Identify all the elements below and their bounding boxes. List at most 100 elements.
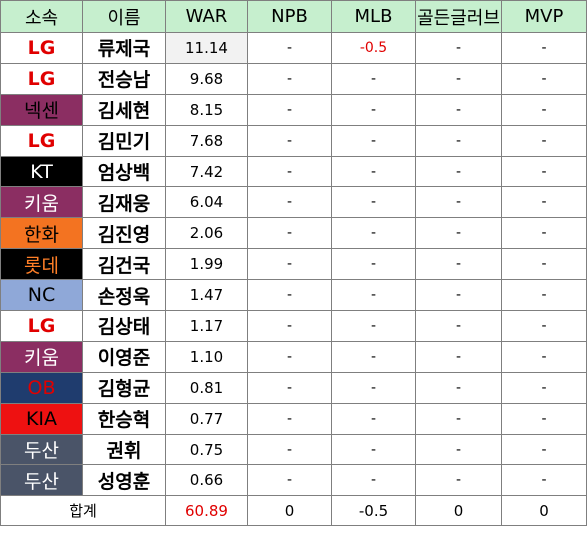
- mvp-cell: -: [501, 32, 587, 64]
- mlb-cell: -: [331, 340, 416, 373]
- npb-cell: -: [247, 279, 332, 312]
- mvp-cell: -: [501, 93, 587, 126]
- mvp-cell: -: [501, 402, 587, 435]
- golden-glove-cell: -: [415, 371, 502, 404]
- team-cell: KIA: [0, 402, 83, 435]
- name-cell: 성영훈: [82, 464, 166, 497]
- mvp-cell: -: [501, 371, 587, 404]
- mlb-cell: -: [331, 62, 416, 95]
- mlb-cell: -: [331, 93, 416, 126]
- npb-cell: -: [247, 464, 332, 497]
- header-name: 이름: [82, 0, 166, 33]
- npb-cell: -: [247, 155, 332, 188]
- war-cell: 1.10: [165, 340, 248, 373]
- golden-glove-cell: -: [415, 402, 502, 435]
- golden-glove-cell: -: [415, 310, 502, 342]
- team-cell: 넥센: [0, 93, 83, 126]
- header-npb: NPB: [247, 0, 332, 33]
- table-row: LG 전승남 9.68 - - - -: [0, 62, 587, 95]
- golden-glove-cell: -: [415, 340, 502, 373]
- mvp-cell: -: [501, 155, 587, 188]
- golden-glove-cell: -: [415, 93, 502, 126]
- mlb-cell: -: [331, 248, 416, 281]
- mvp-cell: -: [501, 310, 587, 342]
- npb-cell: -: [247, 310, 332, 342]
- name-cell: 김민기: [82, 124, 166, 157]
- team-cell: 두산: [0, 464, 83, 497]
- name-cell: 김상태: [82, 310, 166, 342]
- war-cell: 2.06: [165, 217, 248, 250]
- mvp-cell: -: [501, 217, 587, 250]
- team-cell: 두산: [0, 433, 83, 466]
- total-mvp: 0: [501, 495, 587, 527]
- name-cell: 한승혁: [82, 402, 166, 435]
- name-cell: 김재웅: [82, 186, 166, 219]
- mlb-cell: -: [331, 124, 416, 157]
- mvp-cell: -: [501, 340, 587, 373]
- golden-glove-cell: -: [415, 464, 502, 497]
- npb-cell: -: [247, 62, 332, 95]
- golden-glove-cell: -: [415, 155, 502, 188]
- table-row: LG 김민기 7.68 - - - -: [0, 124, 587, 157]
- mlb-cell: -: [331, 402, 416, 435]
- mlb-cell: -: [331, 371, 416, 404]
- header-mvp: MVP: [501, 0, 587, 33]
- war-cell: 6.04: [165, 186, 248, 219]
- team-cell: 키움: [0, 340, 83, 373]
- war-cell: 1.99: [165, 248, 248, 281]
- table-row: 키움 김재웅 6.04 - - - -: [0, 186, 587, 219]
- war-cell: 1.47: [165, 279, 248, 312]
- table-row: LG 김상태 1.17 - - - -: [0, 310, 587, 342]
- name-cell: 김건국: [82, 248, 166, 281]
- team-cell: LG: [0, 124, 83, 157]
- mvp-cell: -: [501, 464, 587, 497]
- total-row: 합계 60.89 0 -0.5 0 0: [0, 495, 587, 527]
- war-cell: 9.68: [165, 62, 248, 95]
- total-golden-glove: 0: [415, 495, 502, 527]
- golden-glove-cell: -: [415, 279, 502, 312]
- table-row: OB 김형균 0.81 - - - -: [0, 371, 587, 404]
- name-cell: 권휘: [82, 433, 166, 466]
- total-label: 합계: [0, 495, 166, 527]
- name-cell: 김진영: [82, 217, 166, 250]
- war-cell: 8.15: [165, 93, 248, 126]
- team-cell: NC: [0, 279, 83, 312]
- mvp-cell: -: [501, 433, 587, 466]
- name-cell: 이영준: [82, 340, 166, 373]
- mlb-cell: -0.5: [331, 32, 416, 64]
- team-cell: KT: [0, 155, 83, 188]
- npb-cell: -: [247, 340, 332, 373]
- war-cell: 0.77: [165, 402, 248, 435]
- header-row: 소속 이름 WAR NPB MLB 골든글러브 MVP: [0, 0, 587, 33]
- team-cell: LG: [0, 310, 83, 342]
- team-cell: LG: [0, 32, 83, 64]
- mvp-cell: -: [501, 124, 587, 157]
- golden-glove-cell: -: [415, 124, 502, 157]
- table-row: LG 류제국 11.14 - -0.5 - -: [0, 32, 587, 64]
- golden-glove-cell: -: [415, 32, 502, 64]
- mvp-cell: -: [501, 279, 587, 312]
- total-war: 60.89: [165, 495, 248, 527]
- war-cell: 0.75: [165, 433, 248, 466]
- npb-cell: -: [247, 217, 332, 250]
- table-row: KIA 한승혁 0.77 - - - -: [0, 402, 587, 435]
- npb-cell: -: [247, 186, 332, 219]
- name-cell: 엄상백: [82, 155, 166, 188]
- table-row: 롯데 김건국 1.99 - - - -: [0, 248, 587, 281]
- npb-cell: -: [247, 93, 332, 126]
- table-row: 두산 성영훈 0.66 - - - -: [0, 464, 587, 497]
- golden-glove-cell: -: [415, 248, 502, 281]
- mlb-cell: -: [331, 155, 416, 188]
- npb-cell: -: [247, 124, 332, 157]
- npb-cell: -: [247, 402, 332, 435]
- mlb-cell: -: [331, 186, 416, 219]
- war-cell: 11.14: [165, 32, 248, 64]
- table-row: 키움 이영준 1.10 - - - -: [0, 340, 587, 373]
- golden-glove-cell: -: [415, 217, 502, 250]
- name-cell: 류제국: [82, 32, 166, 64]
- golden-glove-cell: -: [415, 186, 502, 219]
- name-cell: 김형균: [82, 371, 166, 404]
- mlb-cell: -: [331, 279, 416, 312]
- name-cell: 김세현: [82, 93, 166, 126]
- header-mlb: MLB: [331, 0, 416, 33]
